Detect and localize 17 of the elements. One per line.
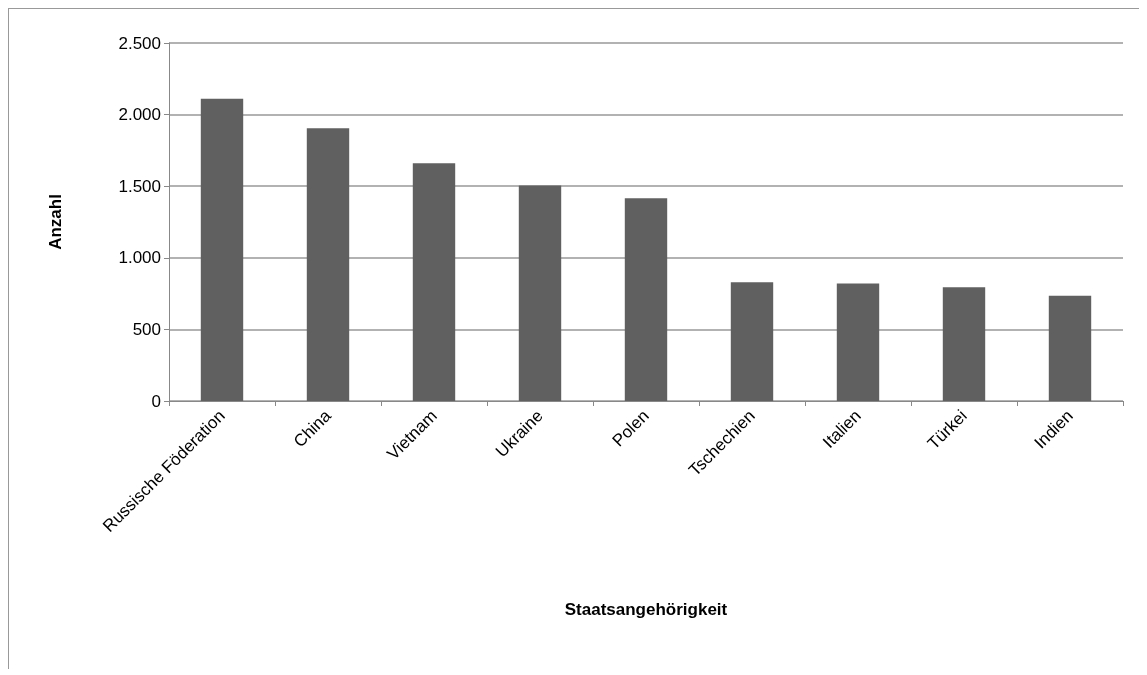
bar [836, 283, 880, 401]
bar [942, 287, 986, 401]
bar [518, 185, 562, 401]
bar [1048, 295, 1092, 401]
y-tick-label: 1.000 [118, 248, 161, 268]
y-axis-title: Anzahl [46, 194, 65, 250]
y-tick-label: 0 [151, 391, 161, 411]
bar [730, 282, 774, 401]
bar [200, 98, 244, 401]
bar [624, 198, 668, 401]
y-tick-label: 2.000 [118, 105, 161, 125]
bar [412, 163, 456, 401]
bar [306, 128, 350, 401]
y-tick-label: 1.500 [118, 176, 161, 196]
x-axis-title: Staatsangehörigkeit [564, 600, 728, 619]
y-tick-label: 2.500 [118, 33, 161, 53]
y-tick-label: 500 [132, 319, 161, 339]
